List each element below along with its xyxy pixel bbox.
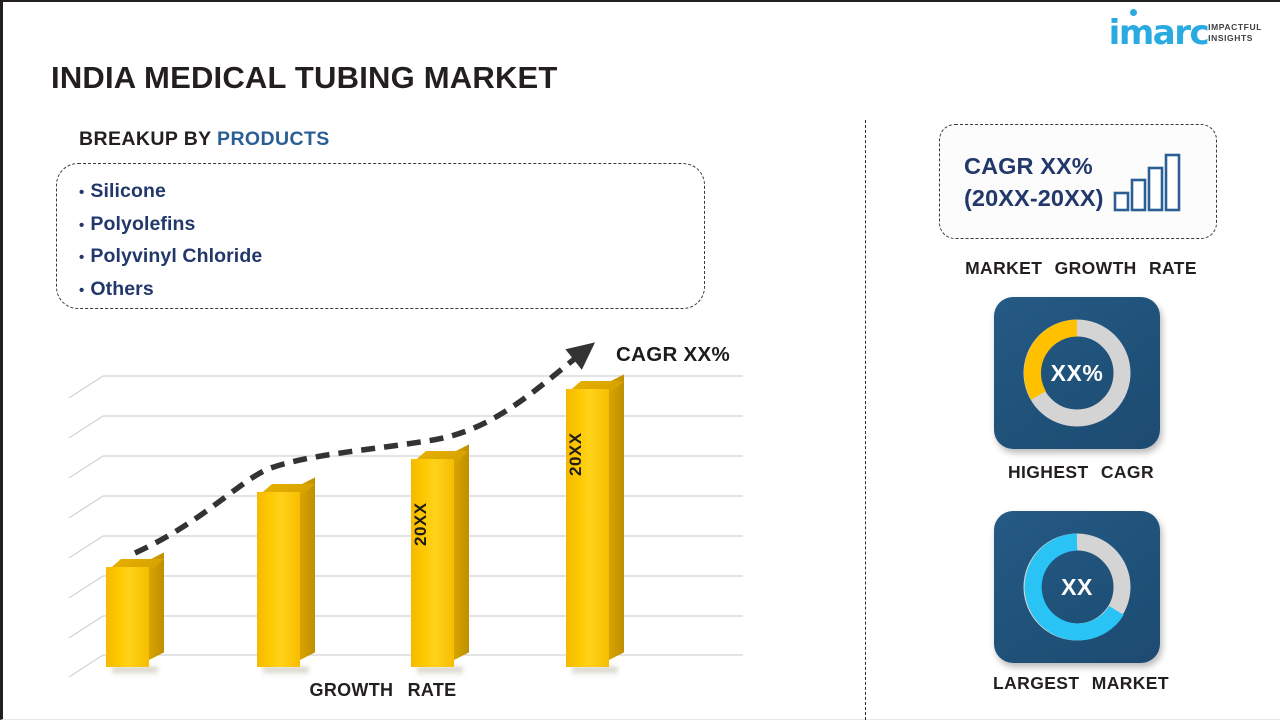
market-growth-rate-box: CAGR XX% (20XX-20XX) [939, 124, 1217, 239]
donut-center-value: XX [1061, 573, 1093, 600]
logo-dot-icon [1129, 9, 1137, 16]
bar-face [257, 492, 300, 667]
bar-2 [257, 477, 315, 676]
chart-axis-label-text: GROWTH RATE [309, 680, 457, 700]
list-item: • Polyvinyl Chloride [79, 241, 262, 274]
list-item: • Polyolefins [79, 209, 262, 242]
market-growth-rate-label-text: MARKET GROWTH RATE [965, 258, 1197, 278]
product-label: Others [90, 277, 154, 300]
product-label: Polyolefins [90, 212, 196, 235]
bar-shadow [572, 667, 619, 676]
bullet-icon: • [79, 249, 85, 266]
breakup-subtitle-prefix: BREAKUP BY [79, 128, 218, 150]
products-list: • Silicone • Polyolefins • Polyvinyl Chl… [79, 176, 262, 306]
list-item: • Silicone [79, 176, 262, 209]
product-label: Silicone [90, 180, 166, 202]
bar-3: 20XX [411, 444, 469, 676]
vertical-divider [865, 120, 866, 720]
bullet-icon: • [79, 281, 85, 299]
cagr-trend-label: CAGR XX% [616, 343, 731, 366]
largest-market-card: XX [994, 511, 1160, 663]
bar-4: 20XX [566, 374, 624, 676]
highest-cagr-label: HIGHEST CAGR [911, 462, 1251, 483]
bullet-icon: • [79, 216, 85, 234]
bar-value-label: 20XX [566, 432, 585, 476]
bar-face [106, 567, 149, 667]
cagr-period: (20XX-20XX) [964, 184, 1104, 211]
breakup-subtitle-accent: PRODUCTS [217, 128, 330, 150]
bar-face [566, 389, 609, 667]
bar-shadow [112, 667, 159, 676]
bar-value-label: 20XX [411, 502, 430, 546]
product-label: Polyvinyl Chloride [90, 245, 263, 267]
bar-side [609, 374, 624, 660]
highest-cagr-label-text: HIGHEST CAGR [1008, 462, 1154, 482]
highest-cagr-card: XX% [994, 297, 1160, 449]
logo-tagline: IMPACTFUL INSIGHTS [1208, 22, 1262, 44]
bar-shadow [263, 667, 310, 676]
bar-value-label [257, 492, 300, 667]
bar-side [454, 444, 469, 660]
list-item: • Others [79, 274, 262, 307]
bullet-icon: • [79, 184, 85, 201]
bar-chart-icon [1113, 153, 1180, 211]
page-title: INDIA MEDICAL TUBING MARKET [51, 60, 558, 95]
logo-tagline-line2: INSIGHTS [1208, 33, 1254, 43]
logo-wordmark-text: imarc [1108, 13, 1210, 53]
bar-face [411, 459, 454, 667]
chart-gridlines [68, 375, 743, 677]
growth-rate-chart: 20XX 20XX [63, 332, 763, 722]
bar-side [300, 477, 315, 660]
chart-axis-label: GROWTH RATE [3, 680, 763, 701]
cagr-trend-line [133, 342, 596, 556]
logo-tagline-line1: IMPACTFUL [1208, 22, 1262, 32]
products-box: • Silicone • Polyolefins • Polyvinyl Chl… [56, 163, 705, 309]
largest-market-label-text: LARGEST MARKET [993, 673, 1169, 693]
breakup-subtitle: BREAKUP BY PRODUCTS [79, 128, 330, 151]
imarc-logo: imarc IMPACTFUL INSIGHTS [1109, 9, 1262, 50]
donut-center-value: XX% [1050, 359, 1104, 386]
logo-wordmark: imarc [1109, 9, 1210, 50]
cagr-text: CAGR XX% (20XX-20XX) [964, 150, 1104, 214]
bar-shadow [417, 667, 464, 676]
largest-market-label: LARGEST MARKET [911, 673, 1251, 694]
bar-1 [106, 552, 164, 676]
market-growth-rate-label: MARKET GROWTH RATE [911, 258, 1251, 279]
donut-chart-highest-cagr [1023, 319, 1131, 427]
donut-chart-largest-market [1023, 533, 1131, 641]
cagr-value: CAGR XX% [964, 152, 1093, 179]
bar-value-label [106, 567, 149, 667]
